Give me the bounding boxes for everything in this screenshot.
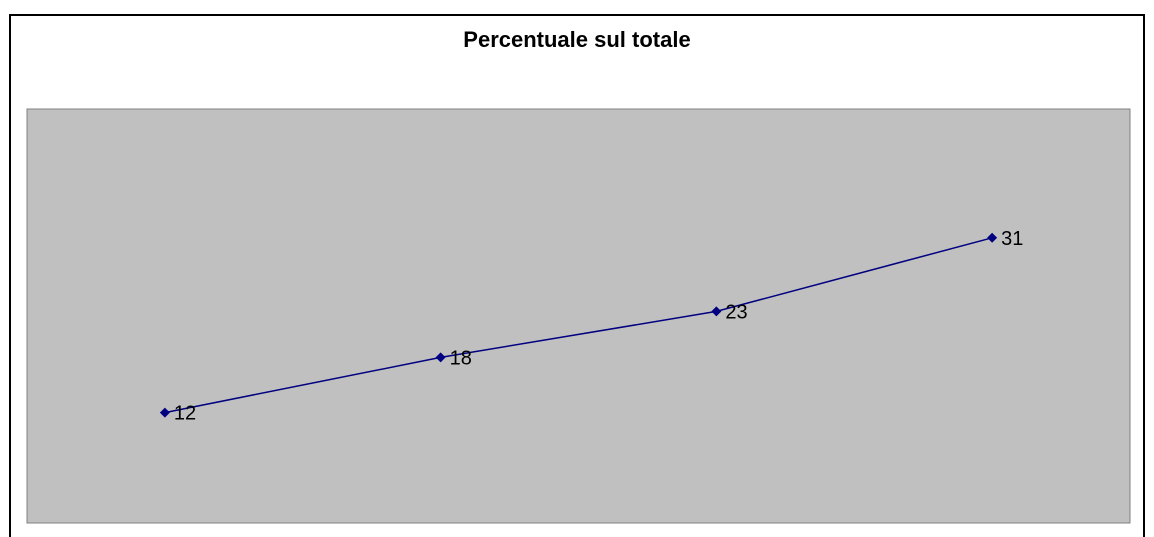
data-point-marker (987, 232, 998, 243)
data-label: 31 (1001, 228, 1023, 250)
series-line (164, 237, 993, 414)
data-point-marker (435, 352, 446, 363)
data-label: 12 (174, 403, 196, 425)
data-point-marker (711, 306, 722, 317)
data-point-marker (159, 407, 170, 418)
plot-area (26, 108, 1131, 524)
data-label: 23 (725, 301, 747, 323)
chart-title: Percentuale sul totale (463, 27, 691, 52)
data-label: 18 (450, 347, 472, 369)
